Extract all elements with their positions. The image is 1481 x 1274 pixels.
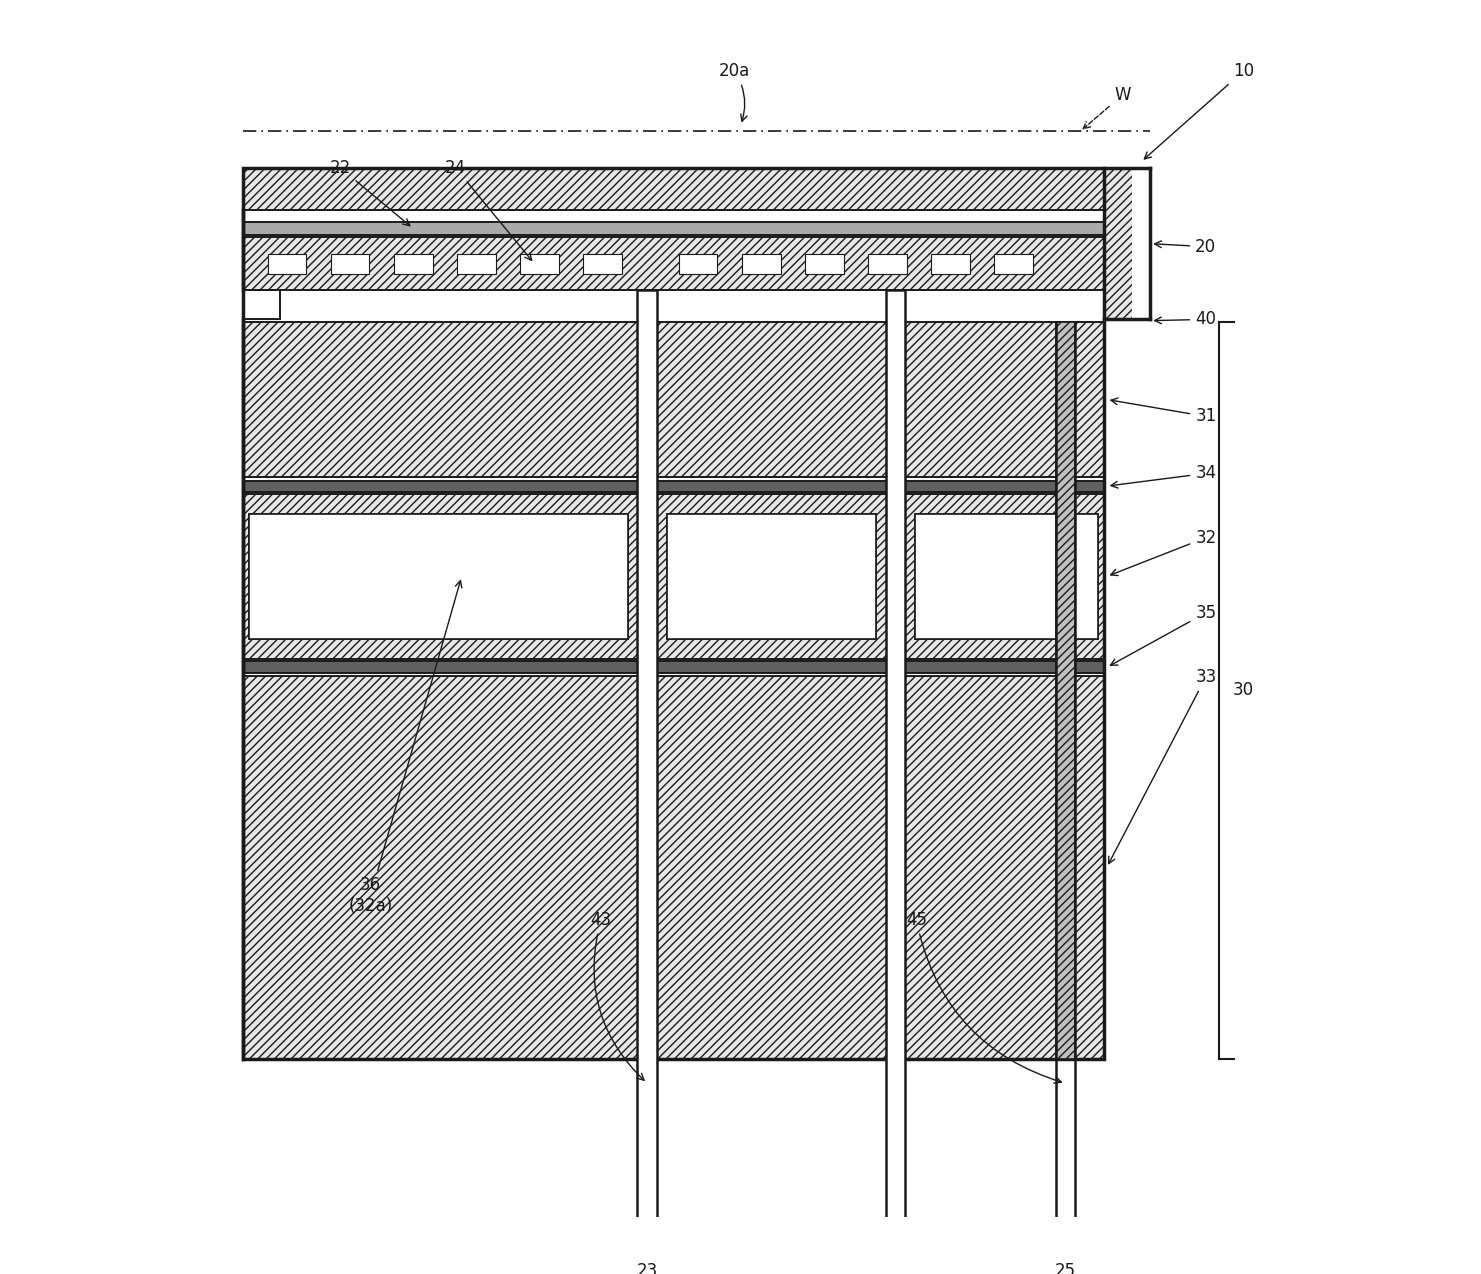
Text: 24: 24: [444, 159, 532, 260]
Text: 25: 25: [1054, 1263, 1077, 1274]
Text: 22: 22: [330, 159, 410, 225]
Bar: [932, 254, 970, 274]
Text: 40: 40: [1155, 311, 1216, 329]
Text: 31: 31: [1111, 397, 1216, 426]
Bar: [243, 480, 1105, 492]
Text: 43: 43: [591, 911, 644, 1080]
Text: W: W: [1083, 87, 1130, 129]
Text: 20a: 20a: [718, 62, 749, 121]
Text: 33: 33: [1109, 668, 1216, 864]
Bar: [268, 254, 307, 274]
Bar: [243, 676, 1105, 1059]
Bar: [804, 254, 844, 274]
Text: 10: 10: [1145, 62, 1254, 159]
Bar: [330, 254, 369, 274]
Bar: [249, 513, 628, 640]
Bar: [666, 513, 877, 640]
Bar: [584, 254, 622, 274]
Text: 45: 45: [906, 911, 1062, 1083]
Bar: [243, 237, 1105, 290]
Text: 20: 20: [1155, 238, 1216, 256]
Bar: [520, 254, 558, 274]
Text: 32: 32: [1111, 529, 1216, 576]
Bar: [1056, 322, 1075, 1059]
Bar: [678, 254, 717, 274]
Bar: [456, 254, 496, 274]
Bar: [243, 322, 1105, 476]
Bar: [637, 290, 658, 1229]
Bar: [742, 254, 780, 274]
Bar: [1105, 168, 1131, 320]
Bar: [243, 223, 1105, 234]
Text: 35: 35: [1111, 604, 1216, 665]
Bar: [243, 661, 1105, 674]
Bar: [666, 513, 877, 640]
Bar: [249, 513, 628, 640]
Bar: [915, 513, 1099, 640]
Bar: [243, 168, 1105, 1059]
Bar: [394, 254, 432, 274]
Text: 36
(32a): 36 (32a): [348, 581, 462, 915]
Bar: [243, 168, 1105, 210]
Bar: [886, 290, 905, 1229]
Text: 34: 34: [1111, 465, 1216, 488]
Bar: [243, 494, 1105, 659]
Bar: [915, 513, 1099, 640]
Text: 23: 23: [637, 1263, 658, 1274]
Bar: [994, 254, 1032, 274]
Bar: [243, 290, 280, 320]
Text: 30: 30: [1234, 682, 1254, 699]
Bar: [868, 254, 906, 274]
